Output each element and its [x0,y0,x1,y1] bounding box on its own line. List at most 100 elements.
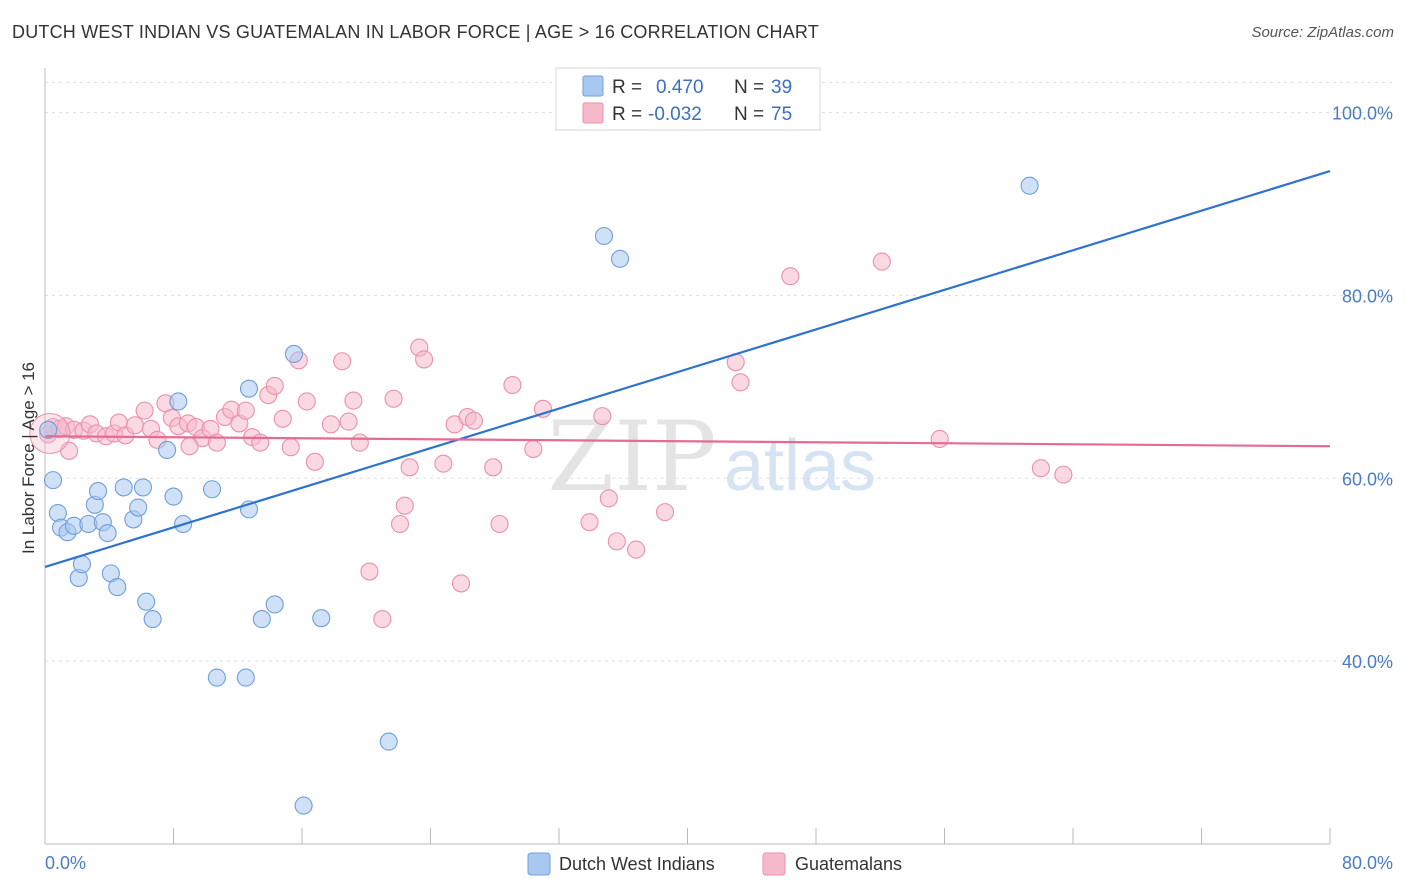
legend-r-label-pink: R = [612,104,642,125]
source-credit: Source: ZipAtlas.com [1251,24,1394,41]
guatemalans-point [135,401,154,420]
guatemalans-point [281,438,300,457]
guatemalans-point [400,458,419,477]
grid-lines [45,81,1395,662]
stats-legend: R = 0.470 N = 39 R = -0.032 N = 75 [555,67,821,131]
dutch-west-indians-point [164,487,183,506]
guatemalans-point [580,513,599,532]
dutch-west-indians-point [203,480,222,499]
dutch-west-indians-points [39,176,1039,815]
guatemalans-point [451,574,471,593]
guatemalans-point [464,411,483,430]
legend-r-value-blue: 0.470 [656,77,704,98]
series-legend-label-blue: Dutch West Indians [559,854,715,874]
guatemalans-point [180,437,199,456]
guatemalans-point [627,540,646,559]
guatemalans-point [593,407,612,426]
guatemalans-point [360,562,379,581]
dutch-west-indians-point [137,592,156,611]
dutch-west-indians-point [98,524,117,543]
guatemalans-point [350,433,369,452]
legend-swatch-blue [582,75,604,97]
guatemalans-point [434,454,453,473]
legend-n-value-blue: 39 [771,77,792,98]
dutch-west-indians-point [594,226,614,246]
y-tick-label: 40.0% [1342,652,1393,672]
dutch-west-indians-point [610,249,630,268]
dutch-west-indians-point [252,610,271,629]
guatemalans-point [265,376,284,395]
guatemalans-point [415,350,434,369]
legend-n-label-pink: N = [734,104,764,125]
tick-labels: 40.0% 60.0% 80.0% 100.0% 0.0% 80.0% [45,104,1393,873]
legend-r-label-blue: R = [612,77,642,98]
guatemalans-point [490,514,509,534]
guatemalans-trend-line [44,435,1331,448]
guatemalans-point [781,267,800,286]
dutch-west-indians-point [114,478,133,497]
guatemalans-point [395,496,414,515]
y-tick-label: 100.0% [1332,104,1393,124]
dutch-west-indians-trend-line [44,170,1331,569]
guatemalans-point [390,514,410,534]
guatemalans-point [339,412,358,431]
watermark-zip: ZIP [547,401,716,513]
watermark-atlas: atlas [724,426,876,506]
guatemalans-point [373,610,392,629]
guatemalans-point [251,433,270,452]
guatemalans-point [1054,465,1073,484]
legend-swatch-pink [582,102,604,124]
x-tick-label: 0.0% [45,853,86,873]
x-tick-label: 80.0% [1342,853,1393,873]
guatemalans-point [273,409,292,428]
dutch-west-indians-point [294,796,313,815]
guatemalans-point [599,489,618,508]
dutch-west-indians-point [312,609,331,628]
dutch-west-indians-point [39,420,58,439]
dutch-west-indians-point [379,732,398,751]
guatemalans-point [872,252,891,271]
dutch-west-indians-point [133,478,153,497]
guatemalans-point [503,375,522,395]
dutch-west-indians-point [239,379,259,398]
guatemalans-point [333,352,352,371]
guatemalans-point [655,503,675,522]
dutch-west-indians-point [88,482,108,501]
y-axis-label: In Labor Force | Age > 16 [19,362,38,554]
dutch-west-indians-point [169,392,188,411]
guatemalans-point [1031,459,1050,478]
y-tick-label: 80.0% [1342,286,1393,306]
guatemalans-point [930,429,949,449]
guatemalans-point [384,389,403,408]
guatemalans-point [305,452,324,471]
dutch-west-indians-point [265,595,284,614]
guatemalans-point [607,532,626,551]
dutch-west-indians-point [129,498,148,517]
legend-n-label-blue: N = [734,77,764,98]
dutch-west-indians-point [48,503,67,523]
legend-r-value-pink: -0.032 [648,104,702,125]
guatemalans-point [125,416,144,435]
series-legend-swatch-blue [527,852,551,876]
guatemalans-point [731,373,750,392]
dutch-west-indians-point [284,344,304,363]
legend-n-value-pink: 75 [771,104,792,125]
dutch-west-indians-point [236,668,255,687]
dutch-west-indians-point [207,668,226,687]
chart-title: DUTCH WEST INDIAN VS GUATEMALAN IN LABOR… [12,22,819,42]
guatemalans-point [524,439,543,459]
series-legend: Dutch West Indians Guatemalans [527,852,902,876]
guatemalans-point [484,458,503,477]
y-tick-label: 60.0% [1342,469,1393,489]
dutch-west-indians-point [43,471,63,490]
dutch-west-indians-point [1020,176,1039,195]
series-legend-swatch-pink [762,852,786,876]
guatemalans-point [236,401,255,420]
guatemalans-point [297,392,316,411]
guatemalans-point [321,415,340,434]
series-legend-label-pink: Guatemalans [795,854,902,874]
axes [44,68,1331,845]
dutch-west-indians-point [108,578,127,597]
dutch-west-indians-point [158,440,177,459]
